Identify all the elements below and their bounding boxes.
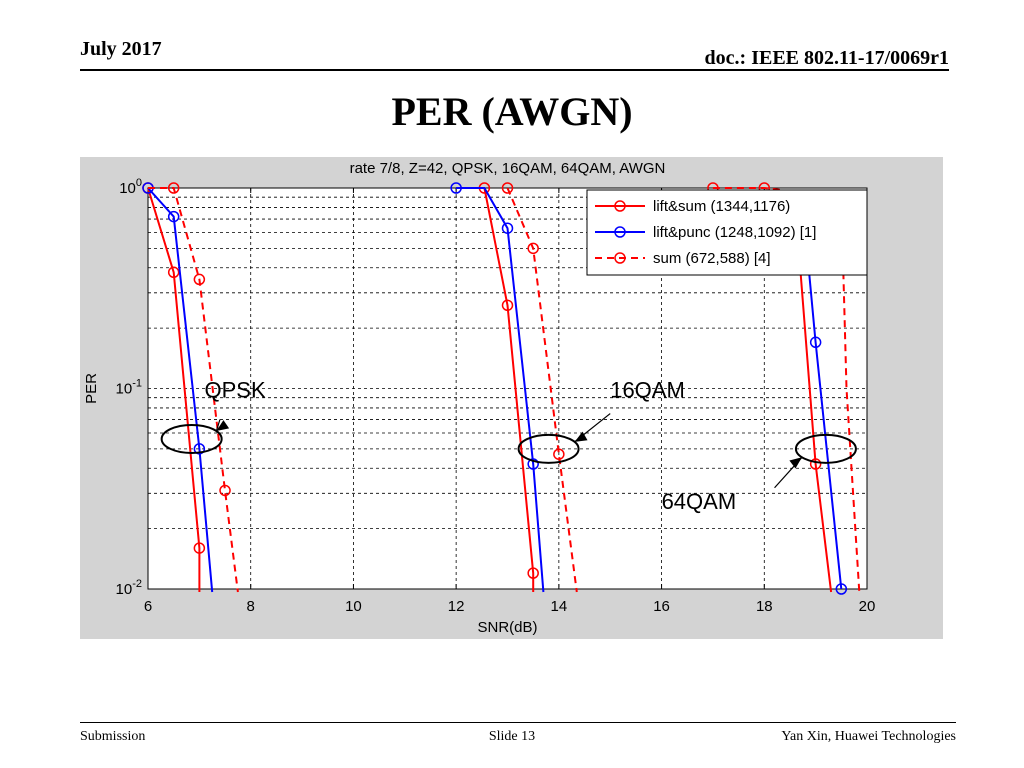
x-tick-label: 18 bbox=[756, 598, 773, 615]
64qam-ellipse bbox=[794, 433, 857, 464]
x-axis-label: SNR(dB) bbox=[477, 619, 537, 636]
x-tick-label: 20 bbox=[859, 598, 876, 615]
data-point-series-3 bbox=[167, 182, 180, 194]
data-point-series-2 bbox=[450, 182, 462, 194]
data-point-series-3 bbox=[527, 242, 539, 255]
data-point-series-1 bbox=[809, 458, 822, 470]
y-tick-label: 100 bbox=[119, 177, 142, 197]
series-line-3 bbox=[506, 187, 578, 593]
legend-label-series-1: lift&sum (1344,1176) bbox=[653, 198, 790, 215]
64qam-annotation-label: 64QAM bbox=[662, 489, 737, 514]
legend-label-series-2: lift&punc (1248,1092) [1] bbox=[653, 224, 816, 241]
data-point-series-2 bbox=[193, 443, 206, 455]
series-line-1 bbox=[483, 187, 535, 592]
qpsk-annotation-label: QPSK bbox=[204, 378, 265, 403]
slide-title: PER (AWGN) bbox=[391, 89, 633, 134]
data-point-series-2 bbox=[167, 210, 180, 223]
16qam-ellipse bbox=[517, 433, 580, 464]
x-tick-label: 10 bbox=[345, 598, 362, 615]
qpsk-ellipse bbox=[160, 423, 223, 454]
footer-author: Yan Xin, Huawei Technologies bbox=[781, 729, 956, 744]
data-point-series-1 bbox=[527, 567, 539, 579]
legend-marker-series-2 bbox=[614, 226, 626, 238]
chart-title: rate 7/8, Z=42, QPSK, 16QAM, 64QAM, AWGN bbox=[350, 160, 666, 177]
header-date: July 2017 bbox=[80, 38, 162, 60]
data-point-series-2 bbox=[835, 583, 848, 595]
series-line-2 bbox=[456, 187, 545, 593]
16qam-annotation-label: 16QAM bbox=[610, 378, 685, 403]
y-axis-label: PER bbox=[83, 373, 100, 404]
qpsk-arrowhead bbox=[216, 420, 230, 432]
legend-marker-series-1 bbox=[614, 200, 626, 212]
per-chart-figure: 6 8 10 12 14 16 18 20 100 10-1 10-2 rate 7/8, Z=42,… bbox=[80, 157, 943, 639]
data-point-series-3 bbox=[193, 273, 206, 286]
data-point-series-1 bbox=[167, 266, 180, 279]
y-tick-label: 10-1 bbox=[116, 378, 142, 398]
series-line-2 bbox=[147, 187, 214, 593]
data-point-series-3 bbox=[501, 182, 514, 194]
legend-marker-series-3 bbox=[614, 252, 626, 264]
legend-label-series-3: sum (672,588) [4] bbox=[653, 250, 771, 267]
footer-divider bbox=[80, 722, 956, 723]
16qam-arrowhead bbox=[574, 431, 588, 442]
data-point-series-3 bbox=[219, 484, 231, 497]
footer-submission: Submission bbox=[80, 729, 146, 744]
64qam-arrowhead bbox=[789, 457, 802, 469]
data-point-series-2 bbox=[809, 336, 822, 349]
data-point-series-1 bbox=[501, 299, 514, 312]
series-line-1 bbox=[147, 187, 201, 592]
data-point-series-2 bbox=[527, 458, 539, 470]
series-line-3 bbox=[148, 187, 239, 593]
x-tick-label: 14 bbox=[551, 598, 568, 615]
data-point-series-1 bbox=[193, 542, 206, 554]
y-tick-label: 10-2 bbox=[116, 578, 142, 598]
footer-slide-number: Slide 13 bbox=[488, 729, 536, 744]
x-tick-label: 8 bbox=[247, 598, 255, 615]
header-doc-id: doc.: IEEE 802.11-17/0069r1 bbox=[704, 47, 949, 69]
x-tick-label: 16 bbox=[653, 598, 670, 615]
x-tick-label: 12 bbox=[448, 598, 465, 615]
header-divider bbox=[80, 69, 949, 71]
x-tick-label: 6 bbox=[144, 598, 152, 615]
per-chart: 6 8 10 12 14 16 18 20 100 10-1 10-2 rate 7/8, Z=42,… bbox=[83, 160, 876, 636]
qpsk-arrow-line bbox=[215, 419, 221, 432]
data-point-series-3 bbox=[553, 448, 565, 460]
data-point-series-2 bbox=[501, 222, 514, 234]
